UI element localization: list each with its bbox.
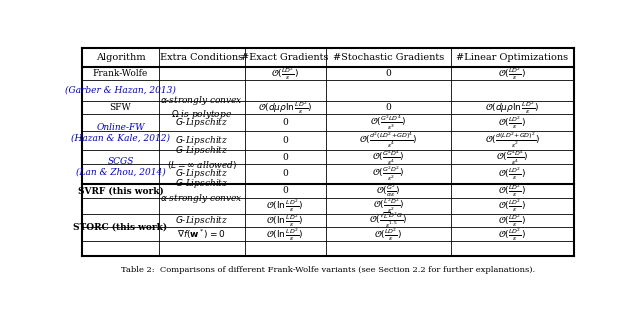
Text: $\mathcal{O}(\frac{d^2(LD^2\!+\!GD)^4}{\epsilon^4})$: $\mathcal{O}(\frac{d^2(LD^2\!+\!GD)^4}{\…	[359, 131, 417, 151]
Text: 0: 0	[282, 118, 288, 127]
Text: $\mathcal{O}(\frac{LD^2}{\epsilon})$: $\mathcal{O}(\frac{LD^2}{\epsilon})$	[498, 183, 526, 199]
Text: STORC (this work): STORC (this work)	[74, 223, 168, 232]
Text: $\mathcal{O}(\ln\frac{LD^2}{\epsilon})$: $\mathcal{O}(\ln\frac{LD^2}{\epsilon})$	[266, 198, 304, 214]
Text: $\mathcal{O}(\frac{LD^2}{\epsilon})$: $\mathcal{O}(\frac{LD^2}{\epsilon})$	[374, 226, 402, 243]
Text: $\mathcal{O}(\frac{L^2 D^2}{\epsilon^2})$: $\mathcal{O}(\frac{L^2 D^2}{\epsilon^2})…	[372, 197, 404, 215]
Text: $\mathcal{O}(\frac{LD^2}{\epsilon})$: $\mathcal{O}(\frac{LD^2}{\epsilon})$	[498, 65, 526, 81]
Text: SVRF (this work): SVRF (this work)	[77, 186, 163, 195]
Text: 0: 0	[282, 169, 288, 179]
Text: SCGS
(Lan & Zhou, 2014): SCGS (Lan & Zhou, 2014)	[76, 157, 165, 177]
Text: 0: 0	[385, 103, 391, 112]
Text: $\mathcal{O}(\frac{LD^2}{\epsilon})$: $\mathcal{O}(\frac{LD^2}{\epsilon})$	[498, 226, 526, 243]
Text: $\mathcal{O}(\frac{LD^2}{\epsilon})$: $\mathcal{O}(\frac{LD^2}{\epsilon})$	[498, 212, 526, 229]
Text: $\nabla f(\mathbf{w}^*)=0$: $\nabla f(\mathbf{w}^*)=0$	[177, 228, 226, 241]
Text: $\mathcal{O}(\frac{d(LD^2\!+\!GD)^2}{\epsilon^2})$: $\mathcal{O}(\frac{d(LD^2\!+\!GD)^2}{\ep…	[484, 131, 540, 151]
Text: #Linear Optimizations: #Linear Optimizations	[456, 53, 568, 62]
Text: $G$-Lipschitz
$\alpha$-strongly convex: $G$-Lipschitz $\alpha$-strongly convex	[160, 177, 243, 205]
Text: $\mathcal{O}(\frac{G^2 D^2}{\epsilon^2})$: $\mathcal{O}(\frac{G^2 D^2}{\epsilon^2})…	[372, 165, 404, 183]
Text: $\mathcal{O}(\frac{LD^2}{\epsilon})$: $\mathcal{O}(\frac{LD^2}{\epsilon})$	[498, 115, 526, 131]
Text: $\mathcal{O}(\frac{LD^2}{\epsilon})$: $\mathcal{O}(\frac{LD^2}{\epsilon})$	[498, 166, 526, 182]
Text: Table 2:  Comparisons of different Frank-Wolfe variants (see Section 2.2 for fur: Table 2: Comparisons of different Frank-…	[121, 266, 535, 274]
Text: #Exact Gradients: #Exact Gradients	[241, 53, 329, 62]
Text: $\mathcal{O}(\frac{G^2}{\alpha\epsilon})$: $\mathcal{O}(\frac{G^2}{\alpha\epsilon})…	[376, 183, 401, 199]
Text: (Garber & Hazan, 2013): (Garber & Hazan, 2013)	[65, 86, 176, 95]
Text: Frank-Wolfe: Frank-Wolfe	[93, 69, 148, 78]
Text: $\mathcal{O}(\frac{G^2 LD^4}{\epsilon^3})$: $\mathcal{O}(\frac{G^2 LD^4}{\epsilon^3}…	[370, 114, 406, 132]
Text: $G$-Lipschitz
$(L=\infty$ allowed$)$: $G$-Lipschitz $(L=\infty$ allowed$)$	[166, 144, 237, 171]
Text: $\mathcal{O}(\ln\frac{LD^2}{\epsilon})$: $\mathcal{O}(\ln\frac{LD^2}{\epsilon})$	[266, 226, 304, 243]
Text: $\mathcal{O}(\frac{G^4 D^4}{\epsilon^4})$: $\mathcal{O}(\frac{G^4 D^4}{\epsilon^4})…	[372, 148, 404, 167]
Text: Online-FW
(Hazan & Kale, 2012): Online-FW (Hazan & Kale, 2012)	[71, 123, 170, 142]
Text: 0: 0	[282, 136, 288, 145]
Text: 0: 0	[282, 153, 288, 162]
Text: SFW: SFW	[109, 103, 131, 112]
Text: $\mathcal{O}(\frac{LD^2}{\epsilon})$: $\mathcal{O}(\frac{LD^2}{\epsilon})$	[271, 65, 299, 81]
Text: $G$-Lipschitz: $G$-Lipschitz	[175, 134, 228, 147]
Text: $G$-Lipschitz: $G$-Lipschitz	[175, 167, 228, 180]
Text: $G$-Lipschitz: $G$-Lipschitz	[175, 116, 228, 129]
Text: $\alpha$-strongly convex
$\Omega$ is polytope: $\alpha$-strongly convex $\Omega$ is pol…	[160, 94, 243, 122]
Text: $\mathcal{O}(\frac{LD^2}{\epsilon})$: $\mathcal{O}(\frac{LD^2}{\epsilon})$	[498, 198, 526, 214]
Text: 0: 0	[282, 186, 288, 195]
Text: $\mathcal{O}(\frac{G^4 D^4}{\epsilon^4})$: $\mathcal{O}(\frac{G^4 D^4}{\epsilon^4})…	[496, 148, 529, 167]
Text: Algorithm: Algorithm	[96, 53, 145, 62]
Text: $\mathcal{O}(d\mu\rho\ln\frac{LD^2}{\epsilon})$: $\mathcal{O}(d\mu\rho\ln\frac{LD^2}{\eps…	[258, 100, 312, 116]
Text: $G$-Lipschitz: $G$-Lipschitz	[175, 214, 228, 227]
Text: 0: 0	[385, 69, 391, 78]
Text: $\mathcal{O}(\frac{\sqrt{L}D^2 G}{\epsilon^{1.5}})$: $\mathcal{O}(\frac{\sqrt{L}D^2 G}{\epsil…	[369, 211, 407, 230]
Text: $\mathcal{O}(\ln\frac{LD^2}{\epsilon})$: $\mathcal{O}(\ln\frac{LD^2}{\epsilon})$	[266, 212, 304, 229]
Text: #Stochastic Gradients: #Stochastic Gradients	[333, 53, 444, 62]
Text: $\mathcal{O}(d\mu\rho\ln\frac{LD^2}{\epsilon})$: $\mathcal{O}(d\mu\rho\ln\frac{LD^2}{\eps…	[485, 100, 540, 116]
Text: Extra Conditions: Extra Conditions	[160, 53, 243, 62]
